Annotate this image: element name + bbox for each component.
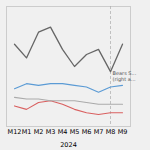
svg-text:M6: M6 xyxy=(82,128,92,136)
svg-text:M4: M4 xyxy=(58,128,68,136)
svg-text:2024: 2024 xyxy=(60,141,77,149)
svg-text:M2: M2 xyxy=(34,128,44,136)
svg-text:M12: M12 xyxy=(8,128,22,136)
svg-text:Bears S...(right a...: Bears S...(right a... xyxy=(113,70,137,84)
svg-text:M1: M1 xyxy=(22,128,32,136)
svg-text:M9: M9 xyxy=(118,128,128,136)
svg-text:M3: M3 xyxy=(46,128,56,136)
svg-text:M7: M7 xyxy=(94,128,104,136)
svg-text:M8: M8 xyxy=(106,128,116,136)
svg-text:M5: M5 xyxy=(70,128,80,136)
